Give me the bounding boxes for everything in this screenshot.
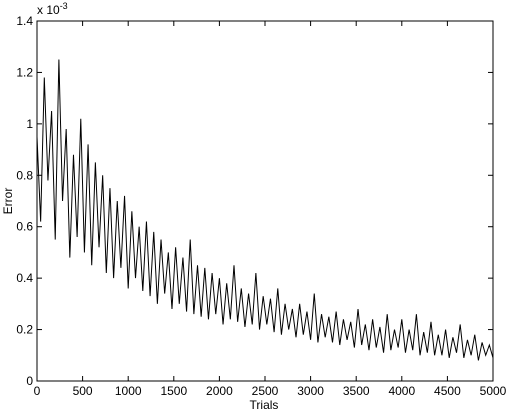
y-multiplier-exponent: -3 [60,1,68,11]
x-tick-label: 5000 [480,384,507,398]
x-tick-label: 0 [34,384,41,398]
plot-frame [36,20,494,382]
x-tick-label: 3000 [297,384,324,398]
data-line [36,59,494,361]
y-tick-label: 0.6 [16,220,33,234]
x-axis-label: Trials [250,398,279,412]
x-tick-label: 4500 [434,384,461,398]
x-tick-label: 4000 [388,384,415,398]
y-tick-label: 0 [26,374,33,388]
x-tick-label: 2000 [206,384,233,398]
x-tick-label: 2500 [252,384,279,398]
y-multiplier: x 10-3 [37,1,68,17]
x-tick-label: 1000 [115,384,142,398]
y-tick-label: 0.4 [16,271,33,285]
y-tick-label: 0.2 [16,323,33,337]
y-tick-label: 1.4 [16,14,33,28]
x-tick-label: 500 [73,384,93,398]
x-tick-label: 1500 [160,384,187,398]
y-tick-label: 1.2 [16,65,33,79]
y-tick-label: 1 [26,117,33,131]
y-axis-label: Error [1,188,15,215]
x-tick-label: 3500 [343,384,370,398]
y-tick-label: 0.8 [16,168,33,182]
y-multiplier-base: x 10 [37,3,60,17]
